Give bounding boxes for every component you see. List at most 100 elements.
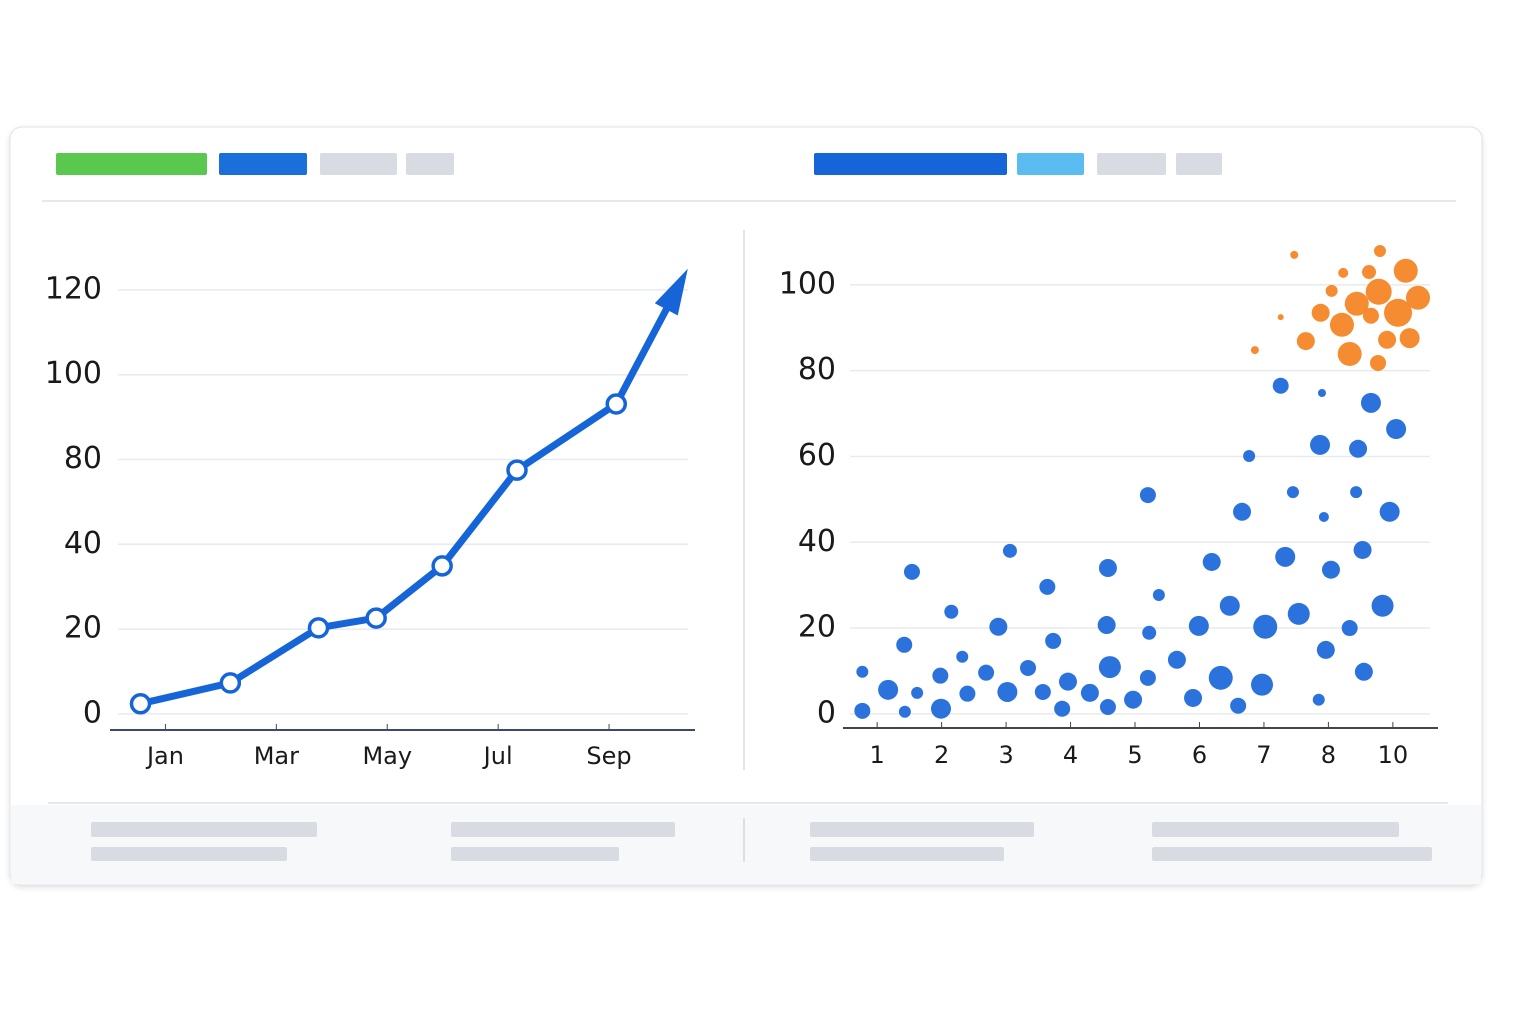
x-tick-label: 4 (1063, 741, 1078, 769)
text-placeholder (91, 847, 287, 861)
scatter-point (1393, 258, 1418, 283)
tab-placeholder[interactable] (320, 153, 397, 175)
scatter-point (1350, 486, 1363, 499)
scatter-point (854, 702, 871, 719)
scatter-point (1184, 688, 1203, 707)
y-tick-label: 100 (779, 266, 836, 301)
x-tick-label: 7 (1256, 741, 1271, 769)
text-placeholder (1152, 847, 1432, 861)
scatter-point (1317, 388, 1326, 397)
scatter-point (959, 685, 976, 702)
scatter-point (1250, 346, 1259, 355)
scatter-point (1243, 450, 1256, 463)
scatter-point (930, 698, 951, 719)
x-tick-label: Jul (482, 742, 513, 770)
scatter-point (978, 664, 995, 681)
tab-placeholder[interactable] (219, 153, 307, 175)
y-tick-label: 0 (83, 695, 102, 730)
scatter-point (1378, 330, 1397, 349)
scatter-point (1370, 354, 1387, 371)
scatter-point (1251, 673, 1274, 696)
scatter-point (1058, 672, 1077, 691)
scatter-point (1371, 594, 1394, 617)
y-tick-label: 0 (817, 695, 836, 730)
scatter-point (1098, 656, 1121, 679)
x-tick-label: 6 (1192, 741, 1207, 769)
scatter-point (1167, 650, 1186, 669)
scatter-point (1208, 665, 1233, 690)
scatter-point (1139, 487, 1156, 504)
scatter-point (1188, 615, 1209, 636)
scatter-point (1310, 434, 1331, 455)
scatter-point (1219, 595, 1240, 616)
x-tick-label: 1 (870, 741, 885, 769)
y-tick-label: 40 (64, 526, 102, 561)
scatter-point (1233, 502, 1252, 521)
scatter-point (989, 617, 1008, 636)
scatter-point (932, 667, 949, 684)
tab-placeholder[interactable] (406, 153, 454, 175)
point-marker (307, 617, 330, 639)
scatter-point (944, 604, 959, 619)
scatter-point (1296, 332, 1315, 351)
scatter-point (1272, 377, 1289, 394)
scatter-point (1290, 250, 1299, 259)
scatter-point (1373, 245, 1386, 258)
y-tick-label: 20 (64, 611, 102, 646)
scatter-point (1365, 278, 1392, 305)
point-marker (129, 692, 152, 715)
text-placeholder (91, 822, 317, 837)
scatter-point (1253, 614, 1278, 639)
point-marker (219, 672, 242, 694)
arrow-head (654, 268, 688, 316)
scatter-point (1275, 546, 1296, 567)
card-footer (11, 805, 1481, 884)
scatter-point (1099, 698, 1116, 715)
scatter-point (1039, 578, 1056, 595)
scatter-point (1399, 328, 1420, 349)
x-tick-label: 8 (1321, 741, 1336, 769)
scatter-point (1034, 683, 1051, 700)
scatter-point (1277, 314, 1284, 321)
scatter-point (1360, 392, 1381, 413)
tab-placeholder[interactable] (814, 153, 1007, 175)
scatter-point (1311, 303, 1330, 322)
scatter-point (1316, 640, 1335, 659)
scatter-point (856, 665, 869, 678)
scatter-point (997, 681, 1018, 702)
text-placeholder (451, 822, 675, 837)
scatter-point (1152, 589, 1165, 602)
scatter-point (1329, 312, 1354, 337)
scatter-point (1337, 341, 1362, 366)
scatter-point (903, 563, 920, 580)
y-tick-label: 80 (64, 441, 102, 476)
scatter-point (1406, 285, 1431, 310)
tab-placeholder[interactable] (56, 153, 207, 175)
scatter-point (878, 679, 899, 700)
scatter-point (1341, 620, 1358, 637)
y-tick-label: 100 (45, 356, 102, 391)
point-marker (605, 393, 628, 415)
scatter-point (1080, 683, 1099, 702)
scatter-point (1287, 602, 1310, 625)
trend-line (136, 302, 672, 708)
tab-placeholder[interactable] (1097, 153, 1166, 175)
scatter-point (1354, 662, 1373, 681)
card (9, 126, 1483, 886)
scatter-point (1286, 486, 1299, 499)
scatter-point (1362, 307, 1379, 324)
y-tick-label: 40 (798, 524, 836, 559)
x-tick-label: Mar (254, 742, 299, 770)
x-tick-label: May (362, 742, 412, 770)
scatter-point (1344, 291, 1369, 316)
scatter-point (1349, 439, 1368, 458)
scatter-point (956, 650, 969, 663)
scatter-point (1362, 265, 1377, 280)
tab-placeholder[interactable] (1017, 153, 1084, 175)
point-marker (506, 459, 528, 481)
x-tick-label: 5 (1127, 741, 1142, 769)
scatter-point (1045, 632, 1062, 649)
x-tick-label: Sep (586, 742, 631, 770)
tab-placeholder[interactable] (1176, 153, 1222, 175)
